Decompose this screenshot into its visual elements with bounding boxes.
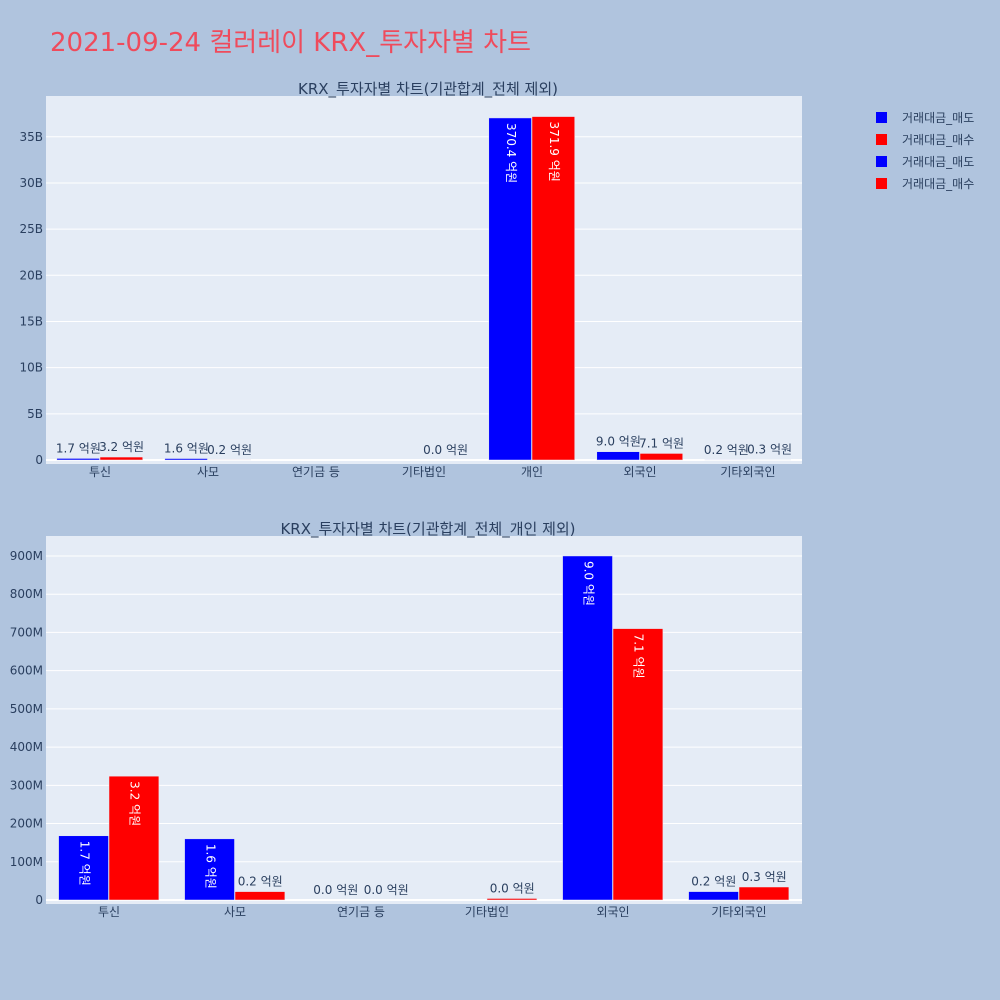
data-label: 7.1 억원 xyxy=(632,634,646,679)
x-tick-label: 사모 xyxy=(224,905,246,919)
x-tick-label: 개인 xyxy=(521,465,543,479)
legend-item-sell-1[interactable]: 거래대금_매도 xyxy=(876,106,974,128)
chart-title: KRX_투자자별 차트(기관합계_전체_개인 제외) xyxy=(280,520,575,539)
y-tick-label: 0 xyxy=(35,893,43,907)
data-label: 0.2 억원 xyxy=(691,875,736,889)
y-tick-label: 200M xyxy=(10,817,43,831)
bar xyxy=(58,835,109,901)
y-tick-label: 600M xyxy=(10,664,43,678)
data-label: 3.2 억원 xyxy=(128,781,142,826)
bar xyxy=(488,117,532,461)
data-label: 9.0 억원 xyxy=(581,561,595,606)
data-label: 0.3 억원 xyxy=(742,870,787,884)
data-label: 0.2 억원 xyxy=(238,875,283,889)
bar xyxy=(184,838,235,901)
y-tick-label: 20B xyxy=(19,268,43,282)
plot-area xyxy=(46,96,802,464)
data-label: 0.3 억원 xyxy=(747,443,792,457)
legend-item-buy-1[interactable]: 거래대금_매수 xyxy=(876,128,974,150)
bar xyxy=(234,891,286,901)
data-label: 9.0 억원 xyxy=(596,435,641,449)
data-label: 371.9 억원 xyxy=(547,122,561,182)
data-label: 1.7 억원 xyxy=(77,841,91,886)
data-label: 0.2 억원 xyxy=(704,443,749,457)
legend-swatch xyxy=(876,177,887,189)
plot-area xyxy=(46,536,802,904)
y-tick-label: 700M xyxy=(10,625,43,639)
x-tick-label: 사모 xyxy=(197,465,219,479)
bar xyxy=(596,451,640,461)
x-tick-label: 기타외국인 xyxy=(720,465,775,479)
x-tick-label: 투신 xyxy=(89,465,111,479)
bar xyxy=(164,458,208,461)
page-title: 2021-09-24 컬러레이 KRX_투자자별 차트 xyxy=(50,28,532,58)
bar xyxy=(562,555,613,901)
x-tick-label: 연기금 등 xyxy=(292,465,340,479)
bar xyxy=(99,456,143,461)
bar xyxy=(612,628,664,901)
bar xyxy=(531,116,575,461)
legend-label: 거래대금_매수 xyxy=(902,132,975,147)
legend-swatch xyxy=(876,111,887,123)
data-label: 0.0 억원 xyxy=(364,883,409,897)
x-tick-label: 외국인 xyxy=(623,465,656,479)
y-tick-label: 100M xyxy=(10,855,43,869)
y-tick-label: 10B xyxy=(19,361,43,375)
bar xyxy=(56,458,100,461)
bar xyxy=(738,886,790,901)
y-tick-label: 900M xyxy=(10,549,43,563)
legend-item-buy-2[interactable]: 거래대금_매수 xyxy=(876,172,974,194)
legend-swatch xyxy=(876,155,887,167)
x-tick-label: 기타법인 xyxy=(465,905,509,919)
x-tick-label: 외국인 xyxy=(596,905,629,919)
legend-swatch xyxy=(876,133,887,145)
y-tick-label: 35B xyxy=(19,130,43,144)
legend-label: 거래대금_매수 xyxy=(902,176,975,191)
chart-title: KRX_투자자별 차트(기관합계_전체 제외) xyxy=(298,80,558,99)
y-tick-label: 15B xyxy=(19,314,43,328)
y-tick-label: 5B xyxy=(27,407,43,421)
x-tick-label: 연기금 등 xyxy=(337,905,385,919)
data-label: 1.6 억원 xyxy=(203,844,217,889)
y-tick-label: 800M xyxy=(10,587,43,601)
x-tick-label: 기타외국인 xyxy=(711,905,766,919)
x-tick-label: 투신 xyxy=(98,905,120,919)
y-tick-label: 0 xyxy=(35,453,43,467)
bar xyxy=(639,453,683,461)
data-label: 7.1 억원 xyxy=(639,436,684,450)
y-tick-label: 500M xyxy=(10,702,43,716)
bar xyxy=(486,898,538,901)
data-label: 1.6 억원 xyxy=(164,442,209,456)
data-label: 3.2 억원 xyxy=(99,440,144,454)
data-label: 0.0 억원 xyxy=(423,443,468,457)
data-label: 0.0 억원 xyxy=(313,883,358,897)
y-tick-label: 400M xyxy=(10,740,43,754)
y-tick-label: 30B xyxy=(19,176,43,190)
x-tick-label: 기타법인 xyxy=(402,465,446,479)
y-tick-label: 300M xyxy=(10,778,43,792)
bar xyxy=(108,775,160,901)
y-tick-label: 25B xyxy=(19,222,43,236)
data-label: 0.2 억원 xyxy=(207,443,252,457)
legend-label: 거래대금_매도 xyxy=(902,110,975,125)
bar xyxy=(688,891,739,901)
legend-item-sell-2[interactable]: 거래대금_매도 xyxy=(876,150,974,172)
legend-label: 거래대금_매도 xyxy=(902,154,975,169)
data-label: 1.7 억원 xyxy=(56,441,101,455)
legend[interactable]: 거래대금_매도 거래대금_매수 거래대금_매도 거래대금_매수 xyxy=(876,106,974,194)
data-label: 370.4 억원 xyxy=(504,123,518,183)
data-label: 0.0 억원 xyxy=(490,881,535,895)
